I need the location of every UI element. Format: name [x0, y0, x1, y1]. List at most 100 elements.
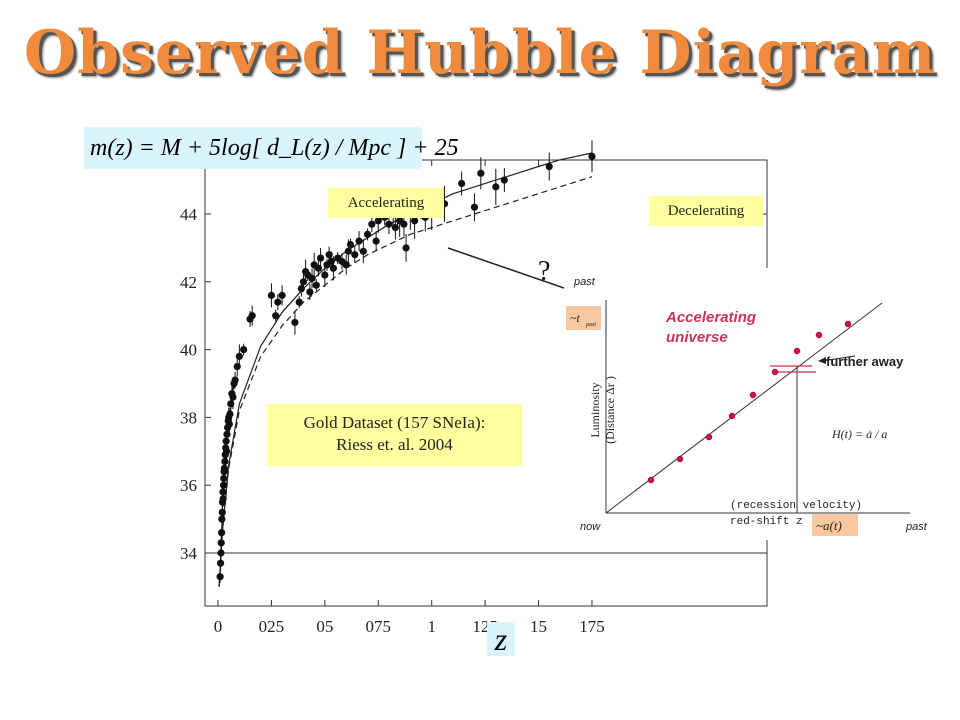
- data-point: [291, 318, 299, 327]
- data-point: [329, 264, 337, 272]
- inset-point: [705, 433, 713, 441]
- data-point: [235, 352, 243, 360]
- inset-now: now: [580, 521, 601, 533]
- inset-point: [749, 391, 757, 399]
- inset-point: [844, 320, 852, 328]
- a-t-label: ~a(t): [816, 518, 842, 533]
- data-point: [500, 176, 508, 184]
- data-point: [372, 237, 380, 245]
- decelerating-label: Decelerating: [649, 196, 763, 226]
- inset-ylabel-line1: Luminosity: [588, 382, 602, 437]
- inset-title-line2: universe: [666, 329, 728, 346]
- further-away-label: further away: [826, 354, 904, 369]
- y-tick-label: 44: [180, 205, 198, 224]
- t-past-badge: [566, 306, 601, 330]
- inset-point: [793, 347, 801, 355]
- y-tick-label: 40: [180, 341, 197, 360]
- data-point: [248, 312, 256, 320]
- data-point: [216, 573, 224, 581]
- x-tick-label: 0: [214, 617, 223, 636]
- data-point: [351, 251, 359, 259]
- inset-point: [676, 455, 684, 463]
- data-point: [223, 430, 231, 438]
- inset-title-line1: Accelerating: [665, 309, 756, 326]
- hubble-parameter-formula: H(t) = ȧ / a: [831, 427, 887, 441]
- data-point: [588, 152, 596, 160]
- data-point: [385, 220, 393, 228]
- inset-point: [771, 368, 779, 376]
- y-tick-label: 34: [180, 544, 198, 563]
- data-point: [458, 179, 466, 188]
- data-point: [222, 437, 230, 445]
- gold-dataset-line2: Riess et. al. 2004: [336, 435, 453, 454]
- inset-xlabel-line1: (recession velocity): [730, 500, 862, 512]
- further-away-arrowhead: [818, 357, 826, 364]
- data-point: [220, 474, 228, 483]
- x-tick-label: 075: [366, 617, 392, 636]
- data-point: [240, 346, 248, 354]
- y-ticks: 34 36 38 40 42 44: [180, 205, 767, 563]
- distance-modulus-formula: m(z) = M + 5log[ d_L(z) / Mpc ] + 25: [84, 127, 459, 169]
- data-point: [321, 271, 329, 279]
- data-point: [217, 539, 225, 547]
- data-point: [545, 162, 553, 171]
- data-point: [359, 247, 367, 255]
- inset-past-top: past: [573, 276, 596, 288]
- t-past-label: ~t: [570, 311, 580, 325]
- gold-dataset-line1: Gold Dataset (157 SNeIa):: [303, 413, 486, 432]
- data-point: [477, 169, 485, 177]
- decelerating-model-curve: [218, 176, 593, 587]
- data-point: [278, 291, 286, 299]
- data-point: [363, 230, 372, 238]
- data-point: [274, 298, 282, 306]
- data-point: [470, 203, 479, 211]
- inset-point: [728, 412, 736, 420]
- data-point: [218, 529, 226, 537]
- x-tick-label: 175: [579, 617, 605, 636]
- x-axis-label: z: [487, 622, 515, 656]
- data-points: [216, 140, 596, 583]
- inset-point: [815, 331, 823, 339]
- inset-past-right: past: [905, 521, 928, 533]
- inset-background: [564, 268, 944, 540]
- gold-dataset-label: Gold Dataset (157 SNeIa): Riess et. al. …: [267, 404, 522, 466]
- y-tick-label: 42: [180, 273, 197, 292]
- inset-ylabel-line2: (Distance Δr ): [603, 376, 617, 444]
- data-point: [216, 559, 225, 567]
- data-point: [316, 254, 325, 262]
- y-tick-label: 38: [180, 408, 197, 427]
- y-tick-label: 36: [180, 476, 197, 495]
- data-point: [402, 244, 410, 252]
- data-point: [219, 495, 227, 503]
- data-point: [225, 420, 233, 428]
- data-point: [231, 376, 239, 384]
- x-tick-label: 05: [316, 617, 333, 636]
- x-tick-label: 025: [259, 617, 285, 636]
- inset-points: [647, 320, 852, 484]
- data-point: [368, 220, 376, 228]
- data-point: [411, 217, 419, 225]
- data-point: [492, 183, 500, 191]
- data-point: [306, 288, 314, 296]
- x-tick-label: 15: [530, 617, 547, 636]
- data-point: [229, 393, 237, 401]
- accelerating-label: Accelerating: [328, 188, 444, 218]
- data-point: [226, 410, 234, 418]
- inset-xlabel-line2: red-shift z: [730, 516, 803, 528]
- x-tick-label: 1: [427, 617, 436, 636]
- data-point: [312, 281, 320, 289]
- t-past-subscript: past: [585, 322, 596, 328]
- data-point: [400, 220, 408, 228]
- page-title: Observed Hubble Diagram: [23, 18, 937, 88]
- data-point: [355, 237, 363, 245]
- further-away-arrow: [821, 355, 856, 362]
- data-point: [272, 312, 280, 320]
- data-point: [267, 291, 276, 299]
- data-point: [295, 298, 303, 306]
- data-point: [222, 447, 231, 455]
- data-point: [346, 240, 355, 249]
- inset-point: [647, 476, 655, 484]
- a-t-badge: [812, 514, 858, 536]
